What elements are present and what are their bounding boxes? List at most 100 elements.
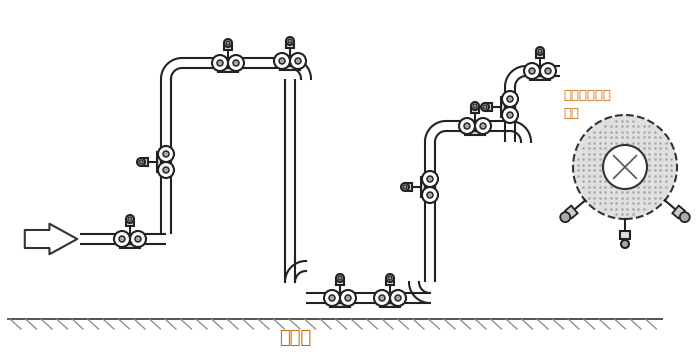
Circle shape — [119, 236, 125, 242]
Circle shape — [158, 162, 174, 178]
Circle shape — [340, 290, 356, 306]
Bar — [536, 52, 544, 58]
Circle shape — [475, 118, 491, 134]
Circle shape — [135, 236, 141, 242]
Circle shape — [573, 115, 677, 219]
Bar — [122, 234, 138, 244]
Circle shape — [390, 290, 406, 306]
Bar — [218, 68, 238, 72]
Bar — [336, 279, 344, 285]
Circle shape — [480, 123, 486, 129]
Circle shape — [158, 146, 174, 162]
Circle shape — [288, 39, 292, 43]
Bar — [406, 183, 412, 191]
Circle shape — [137, 158, 145, 166]
Bar — [120, 244, 140, 248]
Circle shape — [139, 160, 143, 164]
Circle shape — [345, 295, 351, 301]
Circle shape — [379, 295, 385, 301]
FancyArrowPatch shape — [25, 224, 77, 254]
Bar — [382, 293, 398, 303]
Circle shape — [603, 145, 647, 189]
Circle shape — [395, 295, 401, 301]
Circle shape — [114, 231, 130, 247]
Bar — [467, 121, 483, 131]
Circle shape — [483, 105, 487, 109]
Circle shape — [286, 37, 294, 45]
Bar — [565, 206, 578, 218]
Bar — [126, 220, 134, 226]
Circle shape — [386, 274, 394, 282]
Text: 水平面: 水平面 — [279, 329, 311, 347]
Circle shape — [427, 192, 433, 198]
Bar — [142, 158, 148, 166]
Circle shape — [538, 49, 542, 53]
Bar — [332, 293, 348, 303]
Circle shape — [217, 60, 223, 66]
Circle shape — [502, 91, 518, 107]
Circle shape — [374, 290, 390, 306]
Circle shape — [403, 185, 407, 189]
Circle shape — [338, 276, 342, 280]
Circle shape — [507, 96, 513, 102]
Circle shape — [163, 151, 169, 157]
Bar — [672, 206, 685, 218]
Circle shape — [473, 104, 477, 108]
Bar — [282, 56, 298, 66]
Circle shape — [459, 118, 475, 134]
Circle shape — [545, 68, 551, 74]
Circle shape — [128, 217, 132, 221]
Circle shape — [422, 171, 438, 187]
Bar — [505, 99, 515, 115]
Circle shape — [540, 63, 556, 79]
Circle shape — [233, 60, 239, 66]
Circle shape — [401, 183, 409, 191]
Circle shape — [529, 68, 535, 74]
Bar — [157, 152, 161, 172]
Circle shape — [536, 47, 544, 55]
Bar — [532, 66, 548, 76]
Circle shape — [290, 53, 306, 69]
Circle shape — [126, 215, 134, 223]
Bar — [161, 154, 171, 170]
Circle shape — [163, 167, 169, 173]
Circle shape — [274, 53, 290, 69]
Circle shape — [427, 176, 433, 182]
Bar — [530, 76, 550, 80]
Circle shape — [224, 39, 232, 47]
Bar — [386, 279, 394, 285]
Bar — [501, 97, 505, 117]
Bar — [286, 42, 294, 48]
Text: 允许任意角度
安装: 允许任意角度 安装 — [563, 89, 611, 120]
Circle shape — [481, 103, 489, 111]
Circle shape — [130, 231, 146, 247]
Circle shape — [279, 58, 285, 64]
Circle shape — [388, 276, 392, 280]
Circle shape — [228, 55, 244, 71]
Bar — [220, 58, 236, 68]
Circle shape — [464, 123, 470, 129]
Circle shape — [507, 112, 513, 118]
Bar — [425, 179, 435, 195]
Circle shape — [324, 290, 340, 306]
Bar — [471, 107, 479, 113]
Circle shape — [212, 55, 228, 71]
Bar — [224, 44, 232, 50]
Circle shape — [422, 187, 438, 203]
Circle shape — [680, 212, 689, 222]
Circle shape — [471, 102, 479, 110]
Circle shape — [502, 107, 518, 123]
Circle shape — [560, 212, 570, 222]
Circle shape — [621, 240, 629, 248]
Circle shape — [295, 58, 301, 64]
Bar — [421, 177, 425, 197]
Circle shape — [226, 41, 230, 45]
Bar — [465, 131, 485, 135]
Bar — [380, 303, 400, 307]
Circle shape — [524, 63, 540, 79]
Bar — [486, 103, 492, 111]
Bar — [280, 66, 300, 70]
Bar — [330, 303, 350, 307]
Circle shape — [329, 295, 335, 301]
Circle shape — [336, 274, 344, 282]
